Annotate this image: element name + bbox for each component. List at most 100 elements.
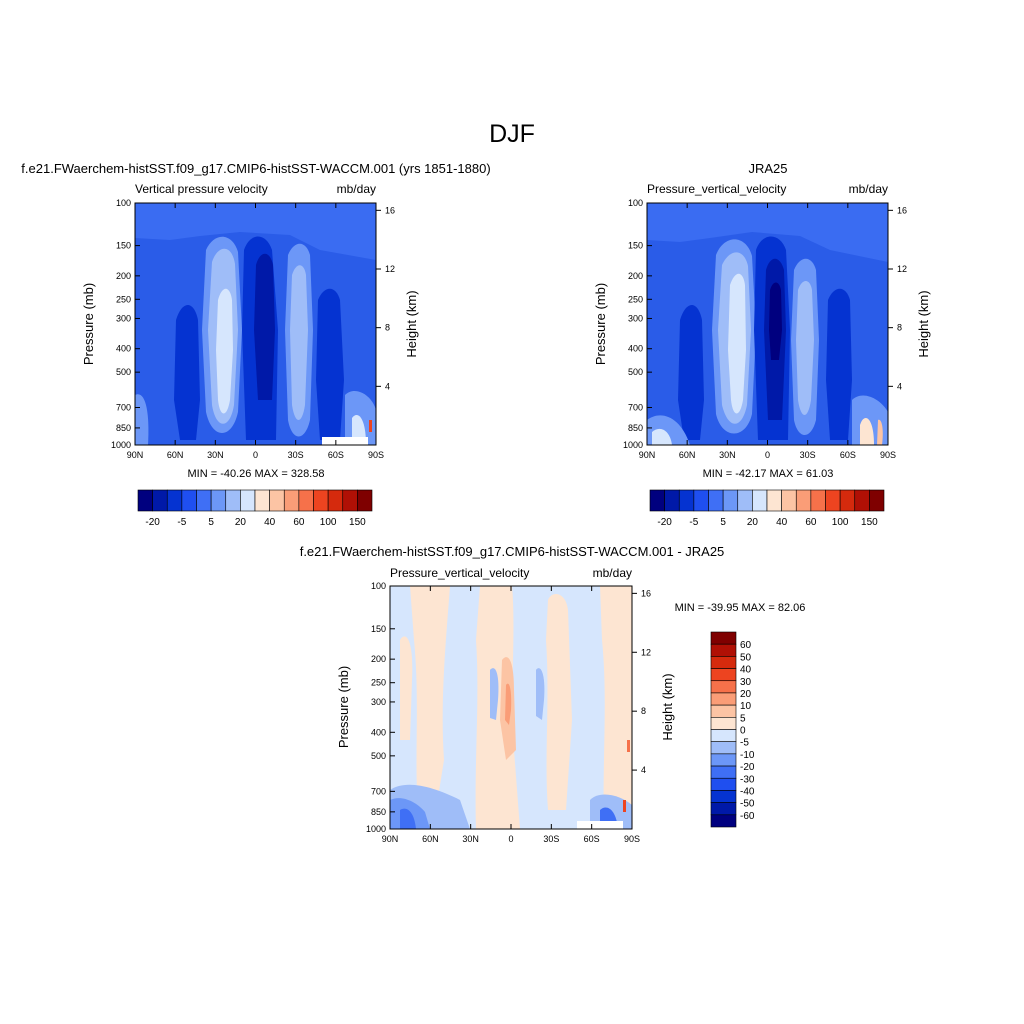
- x-tick-label: 90S: [624, 834, 640, 844]
- y-tick-label: 250: [116, 294, 131, 304]
- contour-region: [728, 273, 746, 414]
- y-right-tick-label: 8: [641, 706, 646, 716]
- y-tick-label: 700: [628, 403, 643, 413]
- y-tick-label: 250: [628, 294, 643, 304]
- x-tick-label: 0: [253, 450, 258, 460]
- colorbar-box: [649, 489, 665, 512]
- y-tick-label: 1000: [623, 440, 643, 450]
- colorbar-box: [254, 489, 270, 512]
- y-tick-label: 500: [371, 751, 386, 761]
- y-right-tick-label: 8: [897, 323, 902, 333]
- colorbar-label: 0: [740, 726, 746, 737]
- y-tick-label: 100: [628, 198, 643, 208]
- model-panel: f.e21.FWaerchem-histSST.f09_g17.CMIP6-hi…: [21, 161, 490, 528]
- y-right-tick-label: 12: [641, 647, 651, 657]
- contour-region: [400, 808, 416, 829]
- colorbar-label: -10: [740, 750, 755, 761]
- colorbar-label: -60: [740, 811, 755, 822]
- colorbar-label: 20: [740, 689, 752, 700]
- colorbar-box: [710, 802, 737, 816]
- colorbar-box: [752, 489, 768, 512]
- x-axis-ticks: 90N 60N 30N 0 30S 60S 90S: [639, 203, 896, 460]
- colorbar-label: 30: [740, 677, 752, 688]
- y-right-tick-label: 8: [385, 323, 390, 333]
- colorbar-box: [181, 489, 197, 512]
- y-tick-label: 150: [116, 241, 131, 251]
- contour-region: [860, 417, 874, 445]
- y-right-tick-label: 12: [897, 264, 907, 274]
- colorbar-label: 150: [349, 517, 366, 528]
- colorbar: -20 -5 5 20 40 60 100 150: [649, 489, 885, 528]
- colorbar-box: [795, 489, 812, 512]
- x-tick-label: 60S: [584, 834, 600, 844]
- colorbar-box: [710, 765, 737, 779]
- x-tick-label: 90S: [368, 450, 384, 460]
- colorbar-box: [225, 489, 241, 512]
- y-axis-right-ticks: 16 12 8 4: [376, 205, 395, 391]
- colorbar-box: [710, 790, 737, 803]
- y-tick-label: 250: [371, 678, 386, 688]
- colorbar: -20 -5 5 20 40 60 100 150: [137, 489, 373, 528]
- colorbar-label: 40: [776, 517, 788, 528]
- obs-panel: JRA25 Pressure_vertical_velocity mb/day …: [593, 161, 931, 528]
- contour-region: [135, 394, 149, 445]
- colorbar-box: [664, 489, 680, 512]
- contour-region: [536, 668, 545, 720]
- colorbar-box: [678, 489, 695, 512]
- colorbar-box: [710, 656, 737, 669]
- colorbar-label: -5: [177, 517, 186, 528]
- min-max-label: MIN = -39.95 MAX = 82.06: [675, 602, 806, 614]
- colorbar-label: 50: [740, 652, 752, 663]
- colorbar-box: [313, 489, 329, 512]
- y-axis-right-ticks: 16 12 8 4: [888, 205, 907, 391]
- y-tick-label: 300: [628, 313, 643, 323]
- colorbar-box: [710, 643, 737, 657]
- colorbar-box: [327, 489, 344, 512]
- y-right-tick-label: 4: [897, 381, 902, 391]
- colorbar-box: [710, 668, 737, 682]
- units-label: mb/day: [593, 566, 632, 580]
- y-right-tick-label: 4: [385, 381, 390, 391]
- y-tick-label: 400: [628, 344, 643, 354]
- y-axis-label: Pressure (mb): [81, 283, 96, 365]
- y-tick-label: 850: [371, 807, 386, 817]
- colorbar-label: -5: [740, 738, 749, 749]
- colorbar-box: [710, 704, 737, 718]
- figure-title: DJF: [489, 120, 535, 148]
- y-tick-label: 700: [116, 403, 131, 413]
- y-right-tick-label: 16: [641, 588, 651, 598]
- y-tick-label: 150: [628, 241, 643, 251]
- contour-region: [647, 203, 888, 262]
- contour-field: [390, 586, 632, 829]
- colorbar-box: [810, 489, 826, 512]
- missing-data-patch: [322, 437, 368, 445]
- contour-field: [135, 203, 376, 445]
- x-tick-label: 60N: [167, 450, 184, 460]
- y-tick-label: 400: [116, 344, 131, 354]
- colorbar-label: 60: [740, 640, 752, 651]
- colorbar-box: [342, 489, 358, 512]
- y-tick-label: 100: [116, 198, 131, 208]
- x-tick-label: 90N: [127, 450, 144, 460]
- colorbar-box: [825, 489, 841, 512]
- variable-label: Pressure_vertical_velocity: [647, 182, 786, 196]
- contour-field: [647, 203, 888, 445]
- variable-label: Pressure_vertical_velocity: [390, 566, 529, 580]
- colorbar-box: [839, 489, 856, 512]
- contour-region: [877, 419, 883, 445]
- colorbar-label: -30: [740, 774, 755, 785]
- y-tick-label: 300: [371, 697, 386, 707]
- x-tick-label: 60S: [328, 450, 344, 460]
- contour-region: [546, 594, 572, 810]
- y-right-tick-label: 16: [897, 205, 907, 215]
- contour-region: [490, 668, 499, 720]
- colorbar-box: [166, 489, 183, 512]
- y-tick-label: 200: [628, 271, 643, 281]
- colorbar-box: [710, 717, 737, 730]
- colorbar-label: 40: [264, 517, 276, 528]
- y-axis-right-label: Height (km): [916, 290, 931, 357]
- colorbar-box: [722, 489, 739, 512]
- colorbar-label: -50: [740, 799, 755, 810]
- x-tick-label: 90N: [639, 450, 656, 460]
